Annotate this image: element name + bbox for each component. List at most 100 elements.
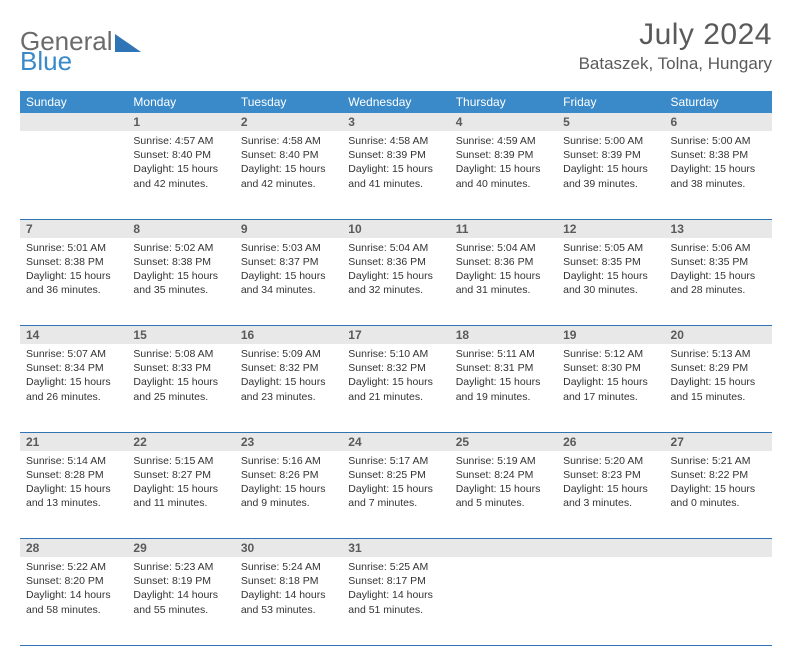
day-number: 31 xyxy=(342,539,449,557)
daynum-row: 21222324252627 xyxy=(20,432,772,451)
day-details: Sunrise: 5:15 AMSunset: 8:27 PMDaylight:… xyxy=(127,451,234,517)
content-row: Sunrise: 5:14 AMSunset: 8:28 PMDaylight:… xyxy=(20,451,772,539)
day-number: 15 xyxy=(127,326,234,344)
day-cell: Sunrise: 5:00 AMSunset: 8:39 PMDaylight:… xyxy=(557,131,664,219)
daynum-cell: 7 xyxy=(20,219,127,238)
daynum-cell: 10 xyxy=(342,219,449,238)
daynum-cell: 24 xyxy=(342,432,449,451)
daynum-row: 123456 xyxy=(20,113,772,131)
day-number: 19 xyxy=(557,326,664,344)
daynum-cell: 15 xyxy=(127,326,234,345)
day-cell xyxy=(450,557,557,645)
day-number: 11 xyxy=(450,220,557,238)
day-details: Sunrise: 5:19 AMSunset: 8:24 PMDaylight:… xyxy=(450,451,557,517)
day-number: 22 xyxy=(127,433,234,451)
location: Bataszek, Tolna, Hungary xyxy=(579,54,772,74)
day-cell: Sunrise: 5:01 AMSunset: 8:38 PMDaylight:… xyxy=(20,238,127,326)
weekday-header: Thursday xyxy=(450,91,557,113)
day-number: 26 xyxy=(557,433,664,451)
content-row: Sunrise: 5:22 AMSunset: 8:20 PMDaylight:… xyxy=(20,557,772,645)
day-cell: Sunrise: 5:17 AMSunset: 8:25 PMDaylight:… xyxy=(342,451,449,539)
day-details: Sunrise: 5:04 AMSunset: 8:36 PMDaylight:… xyxy=(450,238,557,304)
daynum-cell xyxy=(20,113,127,131)
daynum-cell: 31 xyxy=(342,539,449,558)
weekday-header: Sunday xyxy=(20,91,127,113)
day-cell: Sunrise: 5:05 AMSunset: 8:35 PMDaylight:… xyxy=(557,238,664,326)
day-number: 16 xyxy=(235,326,342,344)
daynum-cell: 29 xyxy=(127,539,234,558)
day-number: 17 xyxy=(342,326,449,344)
day-details: Sunrise: 5:11 AMSunset: 8:31 PMDaylight:… xyxy=(450,344,557,410)
daynum-row: 14151617181920 xyxy=(20,326,772,345)
month-title: July 2024 xyxy=(579,18,772,52)
day-cell: Sunrise: 5:07 AMSunset: 8:34 PMDaylight:… xyxy=(20,344,127,432)
day-cell: Sunrise: 5:23 AMSunset: 8:19 PMDaylight:… xyxy=(127,557,234,645)
daynum-cell: 22 xyxy=(127,432,234,451)
day-details: Sunrise: 5:21 AMSunset: 8:22 PMDaylight:… xyxy=(665,451,772,517)
day-details: Sunrise: 5:23 AMSunset: 8:19 PMDaylight:… xyxy=(127,557,234,623)
day-cell: Sunrise: 5:04 AMSunset: 8:36 PMDaylight:… xyxy=(342,238,449,326)
day-details: Sunrise: 4:57 AMSunset: 8:40 PMDaylight:… xyxy=(127,131,234,197)
daynum-cell xyxy=(557,539,664,558)
day-details: Sunrise: 5:04 AMSunset: 8:36 PMDaylight:… xyxy=(342,238,449,304)
day-cell: Sunrise: 5:13 AMSunset: 8:29 PMDaylight:… xyxy=(665,344,772,432)
day-number: 13 xyxy=(665,220,772,238)
daynum-row: 78910111213 xyxy=(20,219,772,238)
content-row: Sunrise: 4:57 AMSunset: 8:40 PMDaylight:… xyxy=(20,131,772,219)
daynum-row: 28293031 xyxy=(20,539,772,558)
daynum-cell: 9 xyxy=(235,219,342,238)
daynum-cell: 25 xyxy=(450,432,557,451)
content-row: Sunrise: 5:01 AMSunset: 8:38 PMDaylight:… xyxy=(20,238,772,326)
day-cell: Sunrise: 5:02 AMSunset: 8:38 PMDaylight:… xyxy=(127,238,234,326)
day-details: Sunrise: 5:00 AMSunset: 8:38 PMDaylight:… xyxy=(665,131,772,197)
daynum-cell: 23 xyxy=(235,432,342,451)
day-cell: Sunrise: 5:12 AMSunset: 8:30 PMDaylight:… xyxy=(557,344,664,432)
day-cell: Sunrise: 5:11 AMSunset: 8:31 PMDaylight:… xyxy=(450,344,557,432)
day-details: Sunrise: 5:03 AMSunset: 8:37 PMDaylight:… xyxy=(235,238,342,304)
day-details: Sunrise: 5:05 AMSunset: 8:35 PMDaylight:… xyxy=(557,238,664,304)
day-cell xyxy=(665,557,772,645)
day-details: Sunrise: 5:16 AMSunset: 8:26 PMDaylight:… xyxy=(235,451,342,517)
day-cell: Sunrise: 5:19 AMSunset: 8:24 PMDaylight:… xyxy=(450,451,557,539)
daynum-cell: 19 xyxy=(557,326,664,345)
daynum-cell: 5 xyxy=(557,113,664,131)
title-block: July 2024 Bataszek, Tolna, Hungary xyxy=(579,18,772,74)
day-details: Sunrise: 4:59 AMSunset: 8:39 PMDaylight:… xyxy=(450,131,557,197)
daynum-cell: 17 xyxy=(342,326,449,345)
day-number: 2 xyxy=(235,113,342,131)
day-number: 3 xyxy=(342,113,449,131)
day-details: Sunrise: 5:17 AMSunset: 8:25 PMDaylight:… xyxy=(342,451,449,517)
day-number: 20 xyxy=(665,326,772,344)
day-cell: Sunrise: 5:25 AMSunset: 8:17 PMDaylight:… xyxy=(342,557,449,645)
day-number: 5 xyxy=(557,113,664,131)
day-details: Sunrise: 5:01 AMSunset: 8:38 PMDaylight:… xyxy=(20,238,127,304)
day-number: 28 xyxy=(20,539,127,557)
day-details: Sunrise: 5:10 AMSunset: 8:32 PMDaylight:… xyxy=(342,344,449,410)
brand-triangle-icon xyxy=(115,32,143,52)
daynum-cell: 13 xyxy=(665,219,772,238)
day-cell: Sunrise: 5:00 AMSunset: 8:38 PMDaylight:… xyxy=(665,131,772,219)
weekday-header: Tuesday xyxy=(235,91,342,113)
day-details: Sunrise: 5:14 AMSunset: 8:28 PMDaylight:… xyxy=(20,451,127,517)
weekday-header: Friday xyxy=(557,91,664,113)
day-number: 10 xyxy=(342,220,449,238)
daynum-cell: 28 xyxy=(20,539,127,558)
day-number: 30 xyxy=(235,539,342,557)
day-cell: Sunrise: 5:03 AMSunset: 8:37 PMDaylight:… xyxy=(235,238,342,326)
daynum-cell: 18 xyxy=(450,326,557,345)
day-cell: Sunrise: 4:58 AMSunset: 8:39 PMDaylight:… xyxy=(342,131,449,219)
day-number: 14 xyxy=(20,326,127,344)
day-details: Sunrise: 5:24 AMSunset: 8:18 PMDaylight:… xyxy=(235,557,342,623)
day-number: 1 xyxy=(127,113,234,131)
daynum-cell: 8 xyxy=(127,219,234,238)
day-details: Sunrise: 5:12 AMSunset: 8:30 PMDaylight:… xyxy=(557,344,664,410)
daynum-cell: 16 xyxy=(235,326,342,345)
day-number: 4 xyxy=(450,113,557,131)
day-cell: Sunrise: 5:22 AMSunset: 8:20 PMDaylight:… xyxy=(20,557,127,645)
day-cell: Sunrise: 5:21 AMSunset: 8:22 PMDaylight:… xyxy=(665,451,772,539)
day-number: 25 xyxy=(450,433,557,451)
weekday-header: Wednesday xyxy=(342,91,449,113)
day-details: Sunrise: 5:02 AMSunset: 8:38 PMDaylight:… xyxy=(127,238,234,304)
day-number: 24 xyxy=(342,433,449,451)
day-details: Sunrise: 5:09 AMSunset: 8:32 PMDaylight:… xyxy=(235,344,342,410)
